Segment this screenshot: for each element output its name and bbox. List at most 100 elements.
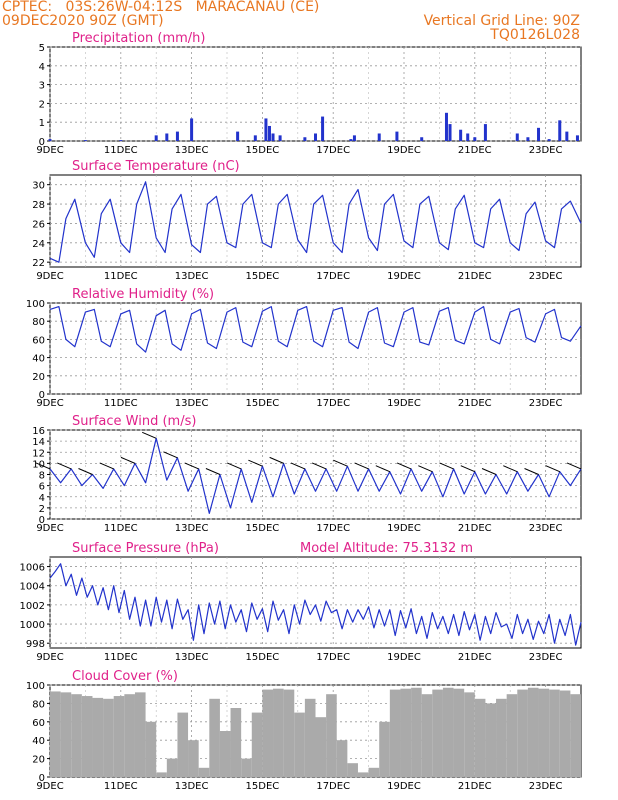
series-line: [49, 306, 582, 353]
bar: [271, 133, 275, 141]
bar: [175, 131, 179, 141]
bar: [517, 689, 528, 777]
wind-arrow: [248, 459, 263, 467]
bar: [570, 694, 581, 777]
wind-arrow: [57, 462, 72, 470]
x-tick-label: 23DEC: [529, 781, 563, 792]
x-tick-label: 23DEC: [529, 652, 563, 663]
bar: [188, 740, 199, 777]
bar: [134, 692, 146, 777]
bar: [421, 694, 433, 777]
x-tick-label: 9DEC: [36, 145, 63, 156]
x-tick-label: 9DEC: [36, 523, 63, 534]
wind-arrow: [481, 468, 497, 475]
panel-title: Relative Humidity (%): [72, 287, 214, 302]
wind-arrow: [205, 468, 221, 475]
bar: [453, 688, 465, 777]
y-tick-label: 100: [26, 681, 45, 692]
x-tick-label: 11DEC: [104, 145, 138, 156]
bar: [71, 694, 82, 777]
bar: [442, 687, 454, 777]
x-tick-label: 15DEC: [246, 523, 280, 534]
bar: [444, 112, 448, 141]
bar: [264, 118, 268, 141]
series-line: [49, 437, 582, 515]
wind-arrow: [269, 456, 284, 464]
bar: [119, 140, 123, 141]
wind-arrow: [396, 462, 412, 470]
x-tick-label: 11DEC: [104, 523, 138, 534]
bar: [198, 767, 210, 777]
bar: [459, 129, 463, 141]
bar: [400, 688, 412, 777]
bar: [515, 133, 519, 141]
x-tick-label: 21DEC: [458, 271, 492, 282]
x-tick-label: 13DEC: [175, 523, 209, 534]
bar: [368, 767, 380, 777]
y-tick-label: 4: [39, 62, 45, 73]
bar: [60, 692, 72, 777]
bar: [395, 131, 399, 141]
y-tick-label: 0: [39, 773, 45, 784]
y-tick-label: 28: [32, 200, 45, 211]
bar: [190, 118, 194, 141]
bar: [294, 712, 305, 777]
x-tick-label: 13DEC: [175, 145, 209, 156]
bar: [559, 690, 571, 777]
x-tick-label: 9DEC: [36, 652, 63, 663]
bar: [347, 763, 358, 777]
y-tick-label: 22: [32, 258, 45, 269]
x-tick-label: 21DEC: [458, 781, 492, 792]
bar: [303, 137, 307, 141]
bar: [432, 689, 443, 777]
x-tick-label: 17DEC: [316, 523, 350, 534]
x-tick-label: 13DEC: [175, 781, 209, 792]
bar: [496, 698, 507, 777]
x-tick-label: 13DEC: [175, 398, 209, 409]
x-tick-label: 17DEC: [316, 398, 350, 409]
x-tick-label: 9DEC: [36, 398, 63, 409]
bar: [113, 696, 125, 777]
wind-arrow: [418, 465, 433, 473]
y-tick-label: 40: [32, 354, 45, 365]
y-tick-label: 2: [39, 99, 45, 110]
panel-0: 0 1 2 3 4 5 9DEC 11DEC 13DEC 15DEC 17DEC 19DEC 21DEC…: [36, 31, 582, 156]
series-line: [49, 181, 582, 263]
bar: [464, 692, 475, 777]
y-tick-label: 20: [32, 372, 45, 383]
bar: [124, 694, 135, 777]
wind-arrow: [375, 465, 391, 473]
bar: [506, 694, 518, 777]
panel-title: Surface Pressure (hPa): [72, 541, 219, 556]
bar: [236, 131, 240, 141]
wind-arrow: [311, 462, 327, 470]
x-tick-label: 19DEC: [387, 271, 421, 282]
x-tick-label: 17DEC: [316, 271, 350, 282]
y-tick-label: 1006: [20, 563, 45, 574]
y-tick-label: 80: [32, 699, 45, 710]
x-tick-label: 9DEC: [36, 271, 63, 282]
y-tick-label: 24: [32, 239, 45, 250]
x-tick-label: 19DEC: [387, 652, 421, 663]
wind-arrow: [35, 462, 51, 470]
x-tick-label: 9DEC: [36, 781, 63, 792]
y-tick-label: 60: [32, 718, 45, 729]
bar: [526, 137, 530, 141]
header-model: TQ0126L028: [490, 27, 580, 43]
series-line: [49, 563, 582, 646]
y-tick-label: 0: [39, 390, 45, 401]
x-tick-label: 11DEC: [104, 398, 138, 409]
x-tick-label: 15DEC: [246, 652, 280, 663]
y-tick-label: 6: [39, 482, 45, 493]
bar: [352, 135, 356, 141]
bar: [389, 689, 401, 777]
bar: [527, 687, 539, 777]
header-vertical-grid: Vertical Grid Line: 90Z: [423, 13, 580, 29]
bar: [253, 135, 257, 141]
wind-arrow: [503, 465, 518, 473]
bar: [230, 708, 242, 777]
x-tick-label: 23DEC: [529, 398, 563, 409]
